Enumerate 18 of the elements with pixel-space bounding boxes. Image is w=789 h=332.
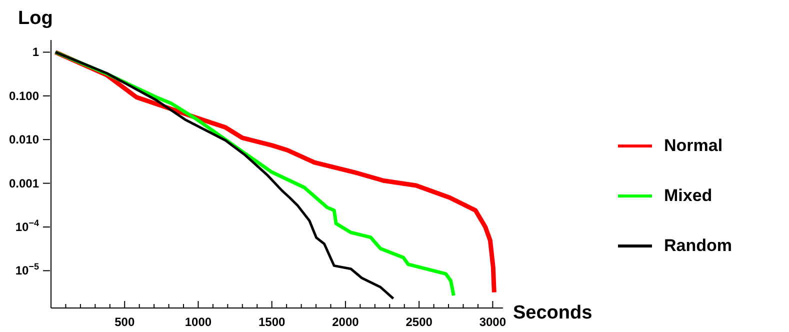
y-tick-label: 10$^{−5}$ xyxy=(15,262,39,278)
x-tick-label: 500 xyxy=(114,315,135,329)
x-tick-label: 2000 xyxy=(332,315,360,329)
y-tick-label: 0.001 xyxy=(8,176,40,190)
legend-label: Normal xyxy=(664,136,723,156)
y-tick-label: 0.010 xyxy=(8,132,40,147)
x-tick-label: 1500 xyxy=(258,315,286,329)
legend-label: Random xyxy=(664,236,732,256)
x-tick-label: 2500 xyxy=(406,315,433,329)
x-axis-title: Seconds xyxy=(513,302,592,324)
x-tick-label: 1000 xyxy=(184,315,212,329)
x-tick-label: 3000 xyxy=(479,315,506,329)
line-series xyxy=(54,50,395,300)
legend-label: Mixed xyxy=(664,186,712,206)
y-tick-label: 1 xyxy=(32,45,40,60)
y-axis-title: Log xyxy=(18,8,53,30)
y-tick-label: 10$^{−4}$ xyxy=(15,218,39,234)
y-tick-label: 0.100 xyxy=(8,88,40,103)
